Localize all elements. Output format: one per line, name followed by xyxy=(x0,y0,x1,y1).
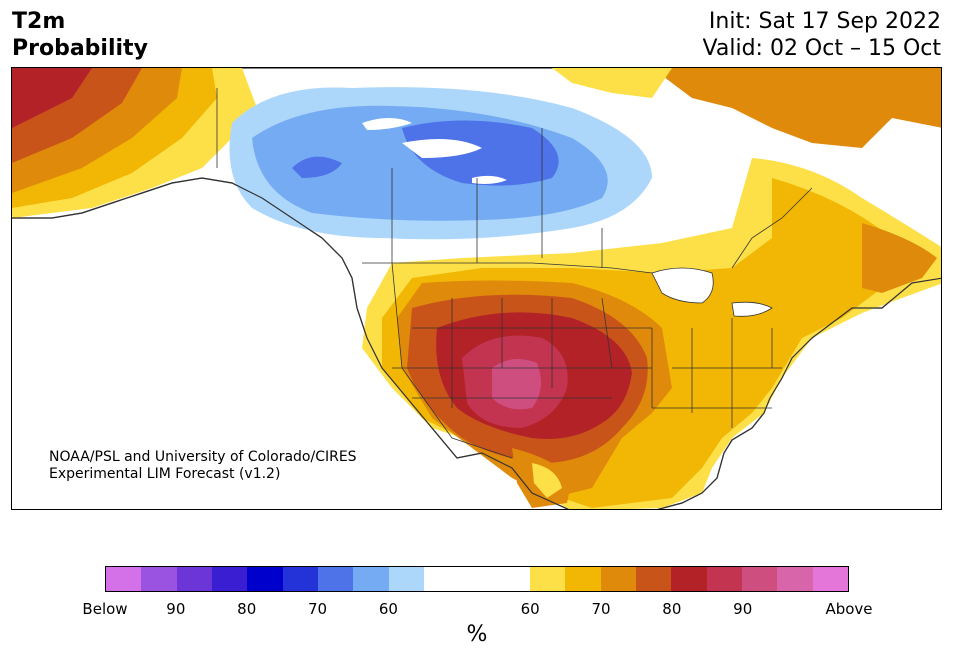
great-lakes xyxy=(651,267,773,317)
legend-swatch xyxy=(671,567,707,591)
region-texas-90 xyxy=(492,359,541,410)
init-date: Init: Sat 17 Sep 2022 xyxy=(708,9,941,34)
legend-label: 60 xyxy=(378,600,398,618)
credit-line-1: NOAA/PSL and University of Colorado/CIRE… xyxy=(49,449,357,465)
legend-label: 60 xyxy=(520,600,540,618)
color-legend-bar xyxy=(105,566,849,592)
legend-swatch xyxy=(247,567,283,591)
legend-label: Below xyxy=(82,600,128,618)
map-canvas xyxy=(12,68,941,509)
credit-line-2: Experimental LIM Forecast (v1.2) xyxy=(49,466,281,482)
legend-swatch xyxy=(353,567,389,591)
legend-swatch xyxy=(529,567,566,591)
legend-swatch xyxy=(282,567,318,591)
legend-swatch xyxy=(106,567,142,591)
region-greenland-60 xyxy=(552,68,672,98)
legend-label: 90 xyxy=(733,600,753,618)
data-credit: NOAA/PSL and University of Colorado/CIRE… xyxy=(49,449,357,483)
legend-swatch xyxy=(388,567,424,591)
coastline xyxy=(12,177,570,509)
region-greenland-70 xyxy=(652,68,941,148)
hudson-bay-water xyxy=(362,118,507,184)
region-alaska-80 xyxy=(12,68,92,128)
legend-swatch xyxy=(565,567,601,591)
legend-swatch xyxy=(777,567,813,591)
coastline-east xyxy=(657,277,941,509)
legend-label: 80 xyxy=(662,600,682,618)
legend-label: 80 xyxy=(237,600,257,618)
political-boundaries xyxy=(216,88,813,459)
legend-swatch xyxy=(141,567,177,591)
color-legend-unit: % xyxy=(466,622,488,647)
legend-swatch xyxy=(635,567,672,591)
legend-swatch xyxy=(423,567,530,591)
probability-map xyxy=(11,67,942,510)
legend-swatch xyxy=(600,567,636,591)
map-title: T2m Probability xyxy=(12,9,148,61)
legend-swatch xyxy=(211,567,248,591)
valid-range: Valid: 02 Oct – 15 Oct xyxy=(702,36,941,61)
legend-swatch xyxy=(317,567,354,591)
legend-label: Above xyxy=(825,600,873,618)
legend-swatch xyxy=(706,567,742,591)
legend-label: 70 xyxy=(591,600,611,618)
legend-swatch xyxy=(176,567,212,591)
forecast-dates: Init: Sat 17 Sep 2022 Valid: 02 Oct – 15… xyxy=(703,8,941,62)
region-mexico-60 xyxy=(532,463,562,498)
legend-label: 90 xyxy=(166,600,186,618)
color-legend-labels: Below 90 80 70 60 60 70 80 90 Above xyxy=(82,600,872,618)
legend-label: 70 xyxy=(308,600,328,618)
legend-swatch xyxy=(741,567,778,591)
legend-swatch xyxy=(812,567,848,591)
